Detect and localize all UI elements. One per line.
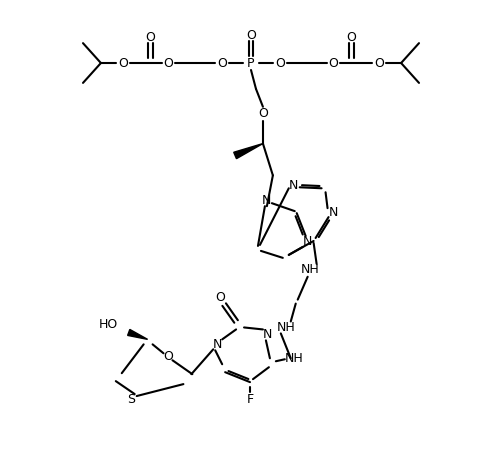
Text: N: N xyxy=(289,179,298,192)
Text: O: O xyxy=(145,31,155,44)
Text: O: O xyxy=(163,56,173,70)
Text: O: O xyxy=(245,29,256,42)
Text: O: O xyxy=(275,56,284,70)
Polygon shape xyxy=(233,143,263,159)
Text: S: S xyxy=(126,392,134,406)
Text: N: N xyxy=(263,328,272,341)
Text: NH: NH xyxy=(276,321,295,334)
Text: O: O xyxy=(163,350,173,363)
Text: O: O xyxy=(258,107,268,120)
Text: HO: HO xyxy=(99,318,118,331)
Text: O: O xyxy=(374,56,383,70)
Text: N: N xyxy=(328,206,338,219)
Polygon shape xyxy=(127,329,147,339)
Text: NH: NH xyxy=(300,263,319,276)
Text: O: O xyxy=(118,56,127,70)
Text: F: F xyxy=(246,392,253,406)
Text: P: P xyxy=(247,56,254,70)
Text: NH: NH xyxy=(284,352,303,365)
Text: N: N xyxy=(303,235,312,249)
Text: O: O xyxy=(217,56,226,70)
Text: O: O xyxy=(215,291,224,304)
Text: N: N xyxy=(262,194,271,207)
Text: O: O xyxy=(346,31,356,44)
Text: N: N xyxy=(212,338,221,351)
Text: O: O xyxy=(328,56,338,70)
